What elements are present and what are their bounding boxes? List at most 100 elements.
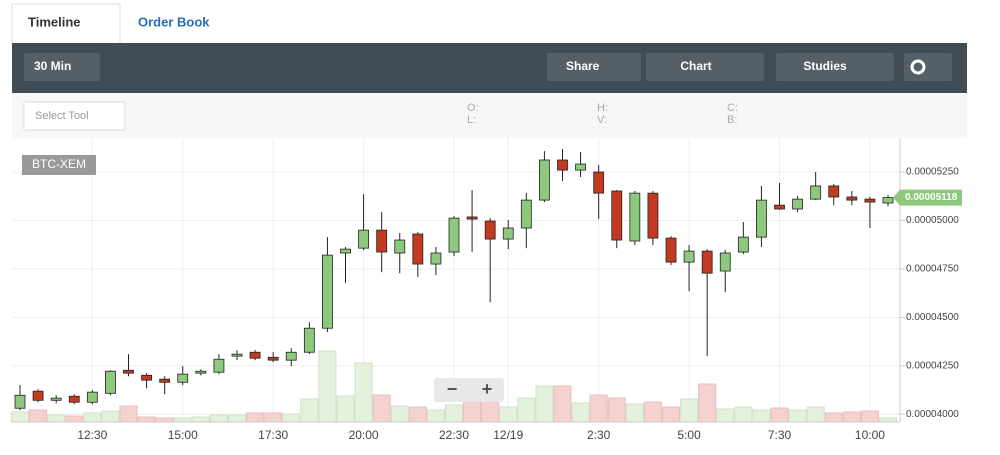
share-label: Share (566, 59, 600, 73)
volume-bar (698, 383, 717, 423)
candle-body (50, 397, 62, 401)
tab-box (11, 3, 121, 45)
candle-body (394, 239, 406, 254)
candle-body (303, 327, 315, 353)
candle-body (195, 370, 207, 374)
volume-bar (860, 410, 879, 423)
candle-body (466, 216, 478, 220)
x-tick-label: 17:30 (258, 428, 288, 442)
candle-body (231, 353, 243, 357)
candle-body (285, 351, 297, 361)
x-tick-label: 7:30 (768, 428, 792, 442)
volume-bar (842, 411, 861, 423)
volume-bar (300, 398, 319, 423)
x-tick-label: 20:00 (349, 428, 379, 442)
volume-bar (517, 397, 536, 423)
candle-body (68, 395, 80, 403)
symbol-badge (22, 155, 96, 175)
candle-body (448, 217, 460, 253)
candle-body (358, 229, 369, 249)
candle-body (86, 391, 98, 403)
volume-bar (354, 362, 373, 423)
interval-label: 30 Min (34, 59, 71, 73)
ohlc-label: V: (597, 114, 607, 126)
candle-body (141, 374, 152, 381)
share-button[interactable] (547, 53, 641, 81)
volume-bar (788, 409, 807, 423)
candle-body (249, 351, 261, 359)
volume-bar (879, 417, 897, 423)
volume-bar (607, 397, 626, 423)
ohlc-label: O: (467, 102, 479, 114)
volume-bar (553, 385, 572, 423)
y-tick-label: 0.00005000 (906, 215, 959, 226)
candle-body (539, 159, 550, 201)
volume-bar (119, 405, 138, 423)
volume-bar (101, 410, 120, 423)
x-tick-label: 22:30 (439, 428, 469, 442)
volume-bar (643, 401, 662, 423)
candle-body (683, 250, 695, 263)
candle-body (123, 369, 134, 374)
candle-body (213, 358, 225, 373)
y-tick-label: 0.00004500 (906, 312, 959, 323)
x-tick-label: 2:30 (587, 428, 611, 442)
candle-body (611, 190, 623, 241)
volume-bar (336, 395, 355, 423)
candle-body (159, 378, 171, 383)
volume-bar (29, 409, 48, 423)
zoom-control (434, 378, 504, 402)
candle-body (520, 199, 532, 229)
chart-button[interactable] (646, 53, 764, 81)
volume-bar (680, 398, 699, 423)
tab-order-book[interactable]: Order Book (138, 14, 210, 29)
candle-body (719, 252, 731, 272)
volume-bar (246, 412, 265, 423)
candle-body (105, 370, 116, 394)
tab-timeline[interactable]: Timeline (28, 14, 81, 29)
candle-body (32, 390, 44, 401)
candle-body (737, 236, 749, 253)
candle-body (177, 373, 189, 383)
candle-body (484, 220, 496, 240)
volume-bar (173, 417, 192, 423)
volume-bar (806, 406, 825, 423)
volume-bar (282, 413, 301, 423)
candle-body (701, 250, 713, 274)
interval-button[interactable] (24, 53, 100, 81)
candle-body (756, 199, 767, 238)
select-tool[interactable] (23, 101, 126, 131)
volume-bar (318, 350, 337, 423)
volume-bar (372, 394, 391, 423)
candle-body (267, 356, 279, 361)
last-price-tag (893, 189, 962, 206)
candle-body (412, 233, 424, 265)
volume-bar (426, 409, 445, 423)
candle-body (828, 185, 840, 198)
volume-bar (137, 416, 156, 423)
last-price-label: 0.00005118 (905, 192, 958, 203)
candle-body (647, 192, 659, 239)
volume-bar (228, 414, 246, 423)
candle-body (629, 192, 641, 242)
volume-bar (625, 403, 644, 423)
studies-button[interactable] (776, 53, 894, 81)
zoom-in[interactable]: + (482, 379, 493, 399)
y-tick-label: 0.00004250 (906, 360, 959, 371)
candle-body (792, 198, 803, 210)
ohlc-label: B: (727, 114, 737, 126)
ohlc-label: C: (727, 102, 738, 114)
studies-label: Studies (803, 59, 847, 73)
candle-body (810, 185, 822, 200)
x-tick-label: 12/19 (493, 428, 523, 442)
zoom-out[interactable]: − (447, 379, 458, 399)
symbol-label: BTC-XEM (32, 157, 86, 171)
volume-bar (716, 408, 735, 423)
candle-body (430, 252, 442, 265)
volume-bar (155, 417, 174, 423)
volume-bar (589, 394, 608, 423)
candle-body (665, 237, 677, 263)
y-tick-label: 0.00004000 (906, 409, 959, 420)
volume-bar (734, 406, 753, 423)
y-tick-label: 0.00005250 (906, 167, 959, 178)
